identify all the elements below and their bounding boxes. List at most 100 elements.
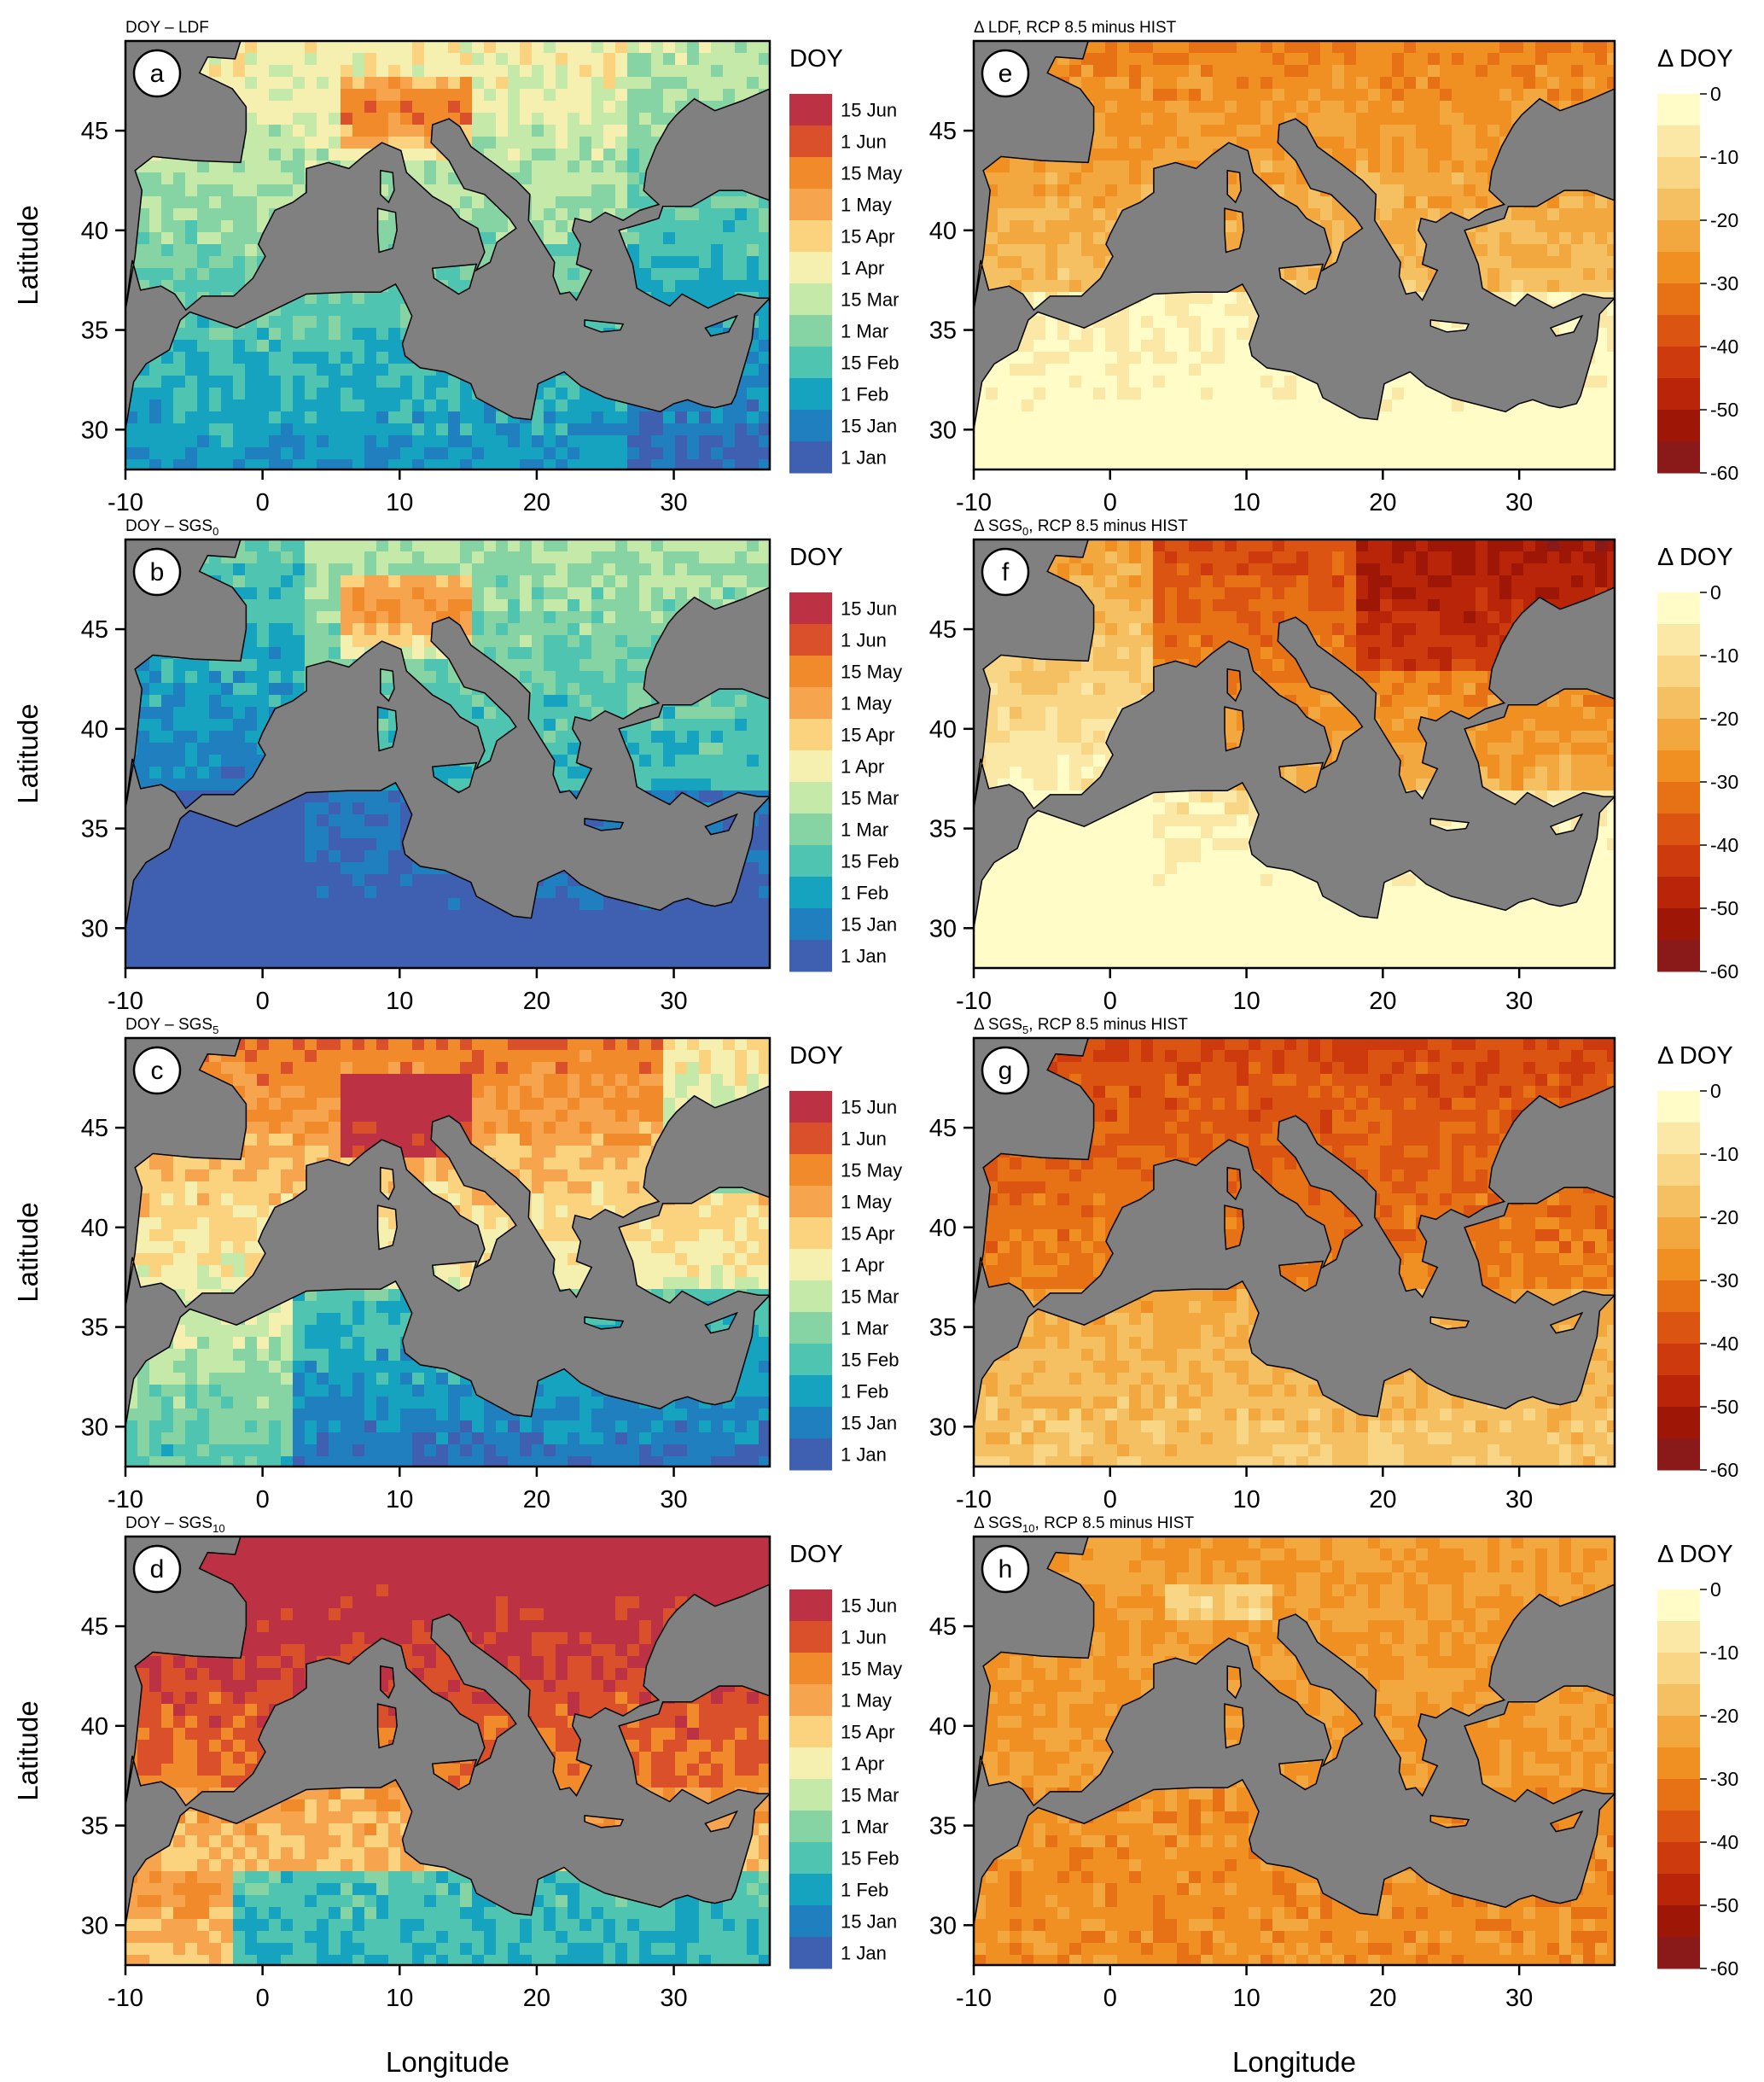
panel-title: Δ SGS10, RCP 8.5 minus HIST bbox=[974, 1514, 1194, 1535]
panel-letter-badge bbox=[981, 1046, 1030, 1095]
legend-title: DOY bbox=[789, 45, 843, 73]
x-tick-label: 30 bbox=[1505, 1985, 1533, 2012]
land-corsica bbox=[380, 169, 395, 204]
legend-swatch bbox=[1657, 252, 1700, 284]
land-levant bbox=[974, 781, 1615, 968]
land-levant bbox=[125, 1280, 770, 1467]
y-tick-label: 30 bbox=[929, 915, 957, 942]
legend-swatch bbox=[789, 814, 832, 846]
legend-label: 15 Jun bbox=[841, 1097, 897, 1118]
legend-label: 15 Mar bbox=[841, 1286, 899, 1308]
y-tick-label: 35 bbox=[81, 1813, 108, 1840]
legend-swatch bbox=[1657, 1621, 1700, 1653]
legend-label: 1 Jan bbox=[841, 447, 887, 469]
legend-label: -20 bbox=[1710, 708, 1738, 730]
legend-swatch bbox=[1657, 1407, 1700, 1439]
legend-swatch bbox=[789, 592, 832, 625]
legend-delta-doy: Δ DOY 0 -10 -20 -30 -40 -50 -60 bbox=[1657, 45, 1738, 484]
legend-label: 15 Mar bbox=[841, 1785, 899, 1806]
land-crete bbox=[1429, 319, 1470, 333]
x-tick-label: 0 bbox=[256, 489, 270, 516]
map-frame bbox=[124, 538, 771, 970]
legend-doy: DOY 15 Jun 1 Jun 15 May 1 May 15 Apr 1 Apr 15 M… bbox=[789, 1541, 902, 1969]
land-crete bbox=[1429, 1815, 1470, 1828]
legend-label: 15 Feb bbox=[841, 1350, 899, 1371]
x-tick-label: -10 bbox=[108, 1985, 143, 2012]
panel-letter-badge bbox=[981, 49, 1030, 98]
legend-swatch bbox=[789, 1779, 832, 1811]
land-corsica bbox=[1226, 169, 1242, 204]
y-tick-label: 45 bbox=[81, 1115, 108, 1142]
legend-label: -60 bbox=[1710, 1459, 1738, 1481]
y-tick-label: 30 bbox=[81, 1912, 108, 1939]
land-sicily bbox=[1278, 263, 1324, 295]
x-tick-label: 0 bbox=[256, 1486, 270, 1513]
legend-label: -60 bbox=[1710, 1957, 1738, 1980]
legend-label: -50 bbox=[1710, 1396, 1738, 1418]
y-tick-label: 30 bbox=[81, 1414, 108, 1441]
x-tick-label: 0 bbox=[1103, 1486, 1117, 1513]
legend-swatch bbox=[789, 940, 832, 972]
legend-swatch bbox=[1657, 1842, 1700, 1875]
x-tick-label: -10 bbox=[108, 489, 143, 516]
x-tick-label: -10 bbox=[108, 1486, 143, 1513]
legend-label: 15 Jun bbox=[841, 100, 897, 121]
panel-letter-badge bbox=[132, 49, 182, 98]
legend-swatch bbox=[1657, 378, 1700, 411]
y-tick-label: 40 bbox=[81, 218, 108, 245]
legend-label: -20 bbox=[1710, 209, 1738, 231]
legend-label: -10 bbox=[1710, 1642, 1738, 1664]
legend-swatch bbox=[789, 877, 832, 909]
x-tick-label: 0 bbox=[1103, 1985, 1117, 2012]
legend-swatch bbox=[789, 750, 832, 783]
panel-letter: c bbox=[151, 1057, 164, 1085]
x-tick-label: 0 bbox=[1103, 489, 1117, 516]
x-tick-label: -10 bbox=[956, 489, 992, 516]
panel-title: Δ SGS5, RCP 8.5 minus HIST bbox=[974, 1016, 1188, 1036]
y-axis-label: Latitude bbox=[12, 1700, 44, 1800]
x-tick-label: 30 bbox=[660, 988, 687, 1015]
legend-swatch bbox=[789, 1154, 832, 1187]
map-frame bbox=[972, 1535, 1616, 1967]
y-tick-label: 40 bbox=[81, 1215, 108, 1242]
legend-swatch bbox=[1657, 782, 1700, 814]
panel-title: DOY – LDF bbox=[125, 19, 209, 37]
y-tick-label: 40 bbox=[81, 1713, 108, 1741]
legend-doy: DOY 15 Jun 1 Jun 15 May 1 May 15 Apr 1 Apr 15 M… bbox=[789, 45, 902, 474]
legend-label: 1 Feb bbox=[841, 1381, 888, 1403]
panel-title: Δ LDF, RCP 8.5 minus HIST bbox=[974, 19, 1177, 37]
legend-doy: DOY 15 Jun 1 Jun 15 May 1 May 15 Apr 1 Apr 15 M… bbox=[789, 1042, 902, 1471]
map-panel-g: -10 0 10 20 30 30 35 40 45 Δ SGS5, RCP 8.5 minus … bbox=[929, 1016, 1616, 1513]
map-panel-f: -10 0 10 20 30 30 35 40 45 Δ SGS0, RCP 8.5 minus … bbox=[929, 517, 1616, 1015]
x-tick-label: -10 bbox=[956, 1486, 992, 1513]
legend-swatch bbox=[1657, 1653, 1700, 1685]
y-tick-label: 35 bbox=[81, 1315, 108, 1342]
y-axis-label: Latitude bbox=[12, 205, 44, 305]
map-panel-h: -10 0 10 20 30 30 35 40 45 Δ SGS10, RCP 8.5 minus… bbox=[929, 1514, 1616, 2078]
land-europe bbox=[974, 1537, 1615, 1807]
legend-label: 15 Apr bbox=[841, 226, 895, 248]
land-levant bbox=[125, 781, 770, 968]
land-cyprus bbox=[704, 314, 738, 337]
y-axis-label: Latitude bbox=[12, 1202, 44, 1302]
legend-delta-doy: Δ DOY 0 -10 -20 -30 -40 -50 -60 bbox=[1657, 1541, 1738, 1980]
y-tick-label: 30 bbox=[81, 417, 108, 444]
legend-swatch bbox=[1657, 1589, 1700, 1622]
legend-label: 1 Apr bbox=[841, 1255, 884, 1276]
land-europe bbox=[125, 539, 770, 810]
legend-swatch bbox=[789, 1684, 832, 1717]
land-sicily bbox=[1278, 761, 1324, 794]
land-levant bbox=[125, 283, 770, 469]
land-europe bbox=[974, 1038, 1615, 1309]
legend-title: DOY bbox=[789, 1541, 843, 1568]
legend-swatch bbox=[1657, 877, 1700, 909]
legend-label: -30 bbox=[1710, 1768, 1738, 1790]
legend-swatch bbox=[1657, 592, 1700, 625]
legend-swatch bbox=[789, 189, 832, 221]
legend-swatch bbox=[1657, 94, 1700, 126]
x-tick-label: 10 bbox=[1232, 1985, 1260, 2012]
legend-swatch bbox=[1657, 1312, 1700, 1344]
legend-swatch bbox=[789, 315, 832, 347]
legend-label: 15 Jun bbox=[841, 1595, 897, 1617]
x-tick-label: 0 bbox=[1103, 988, 1117, 1015]
